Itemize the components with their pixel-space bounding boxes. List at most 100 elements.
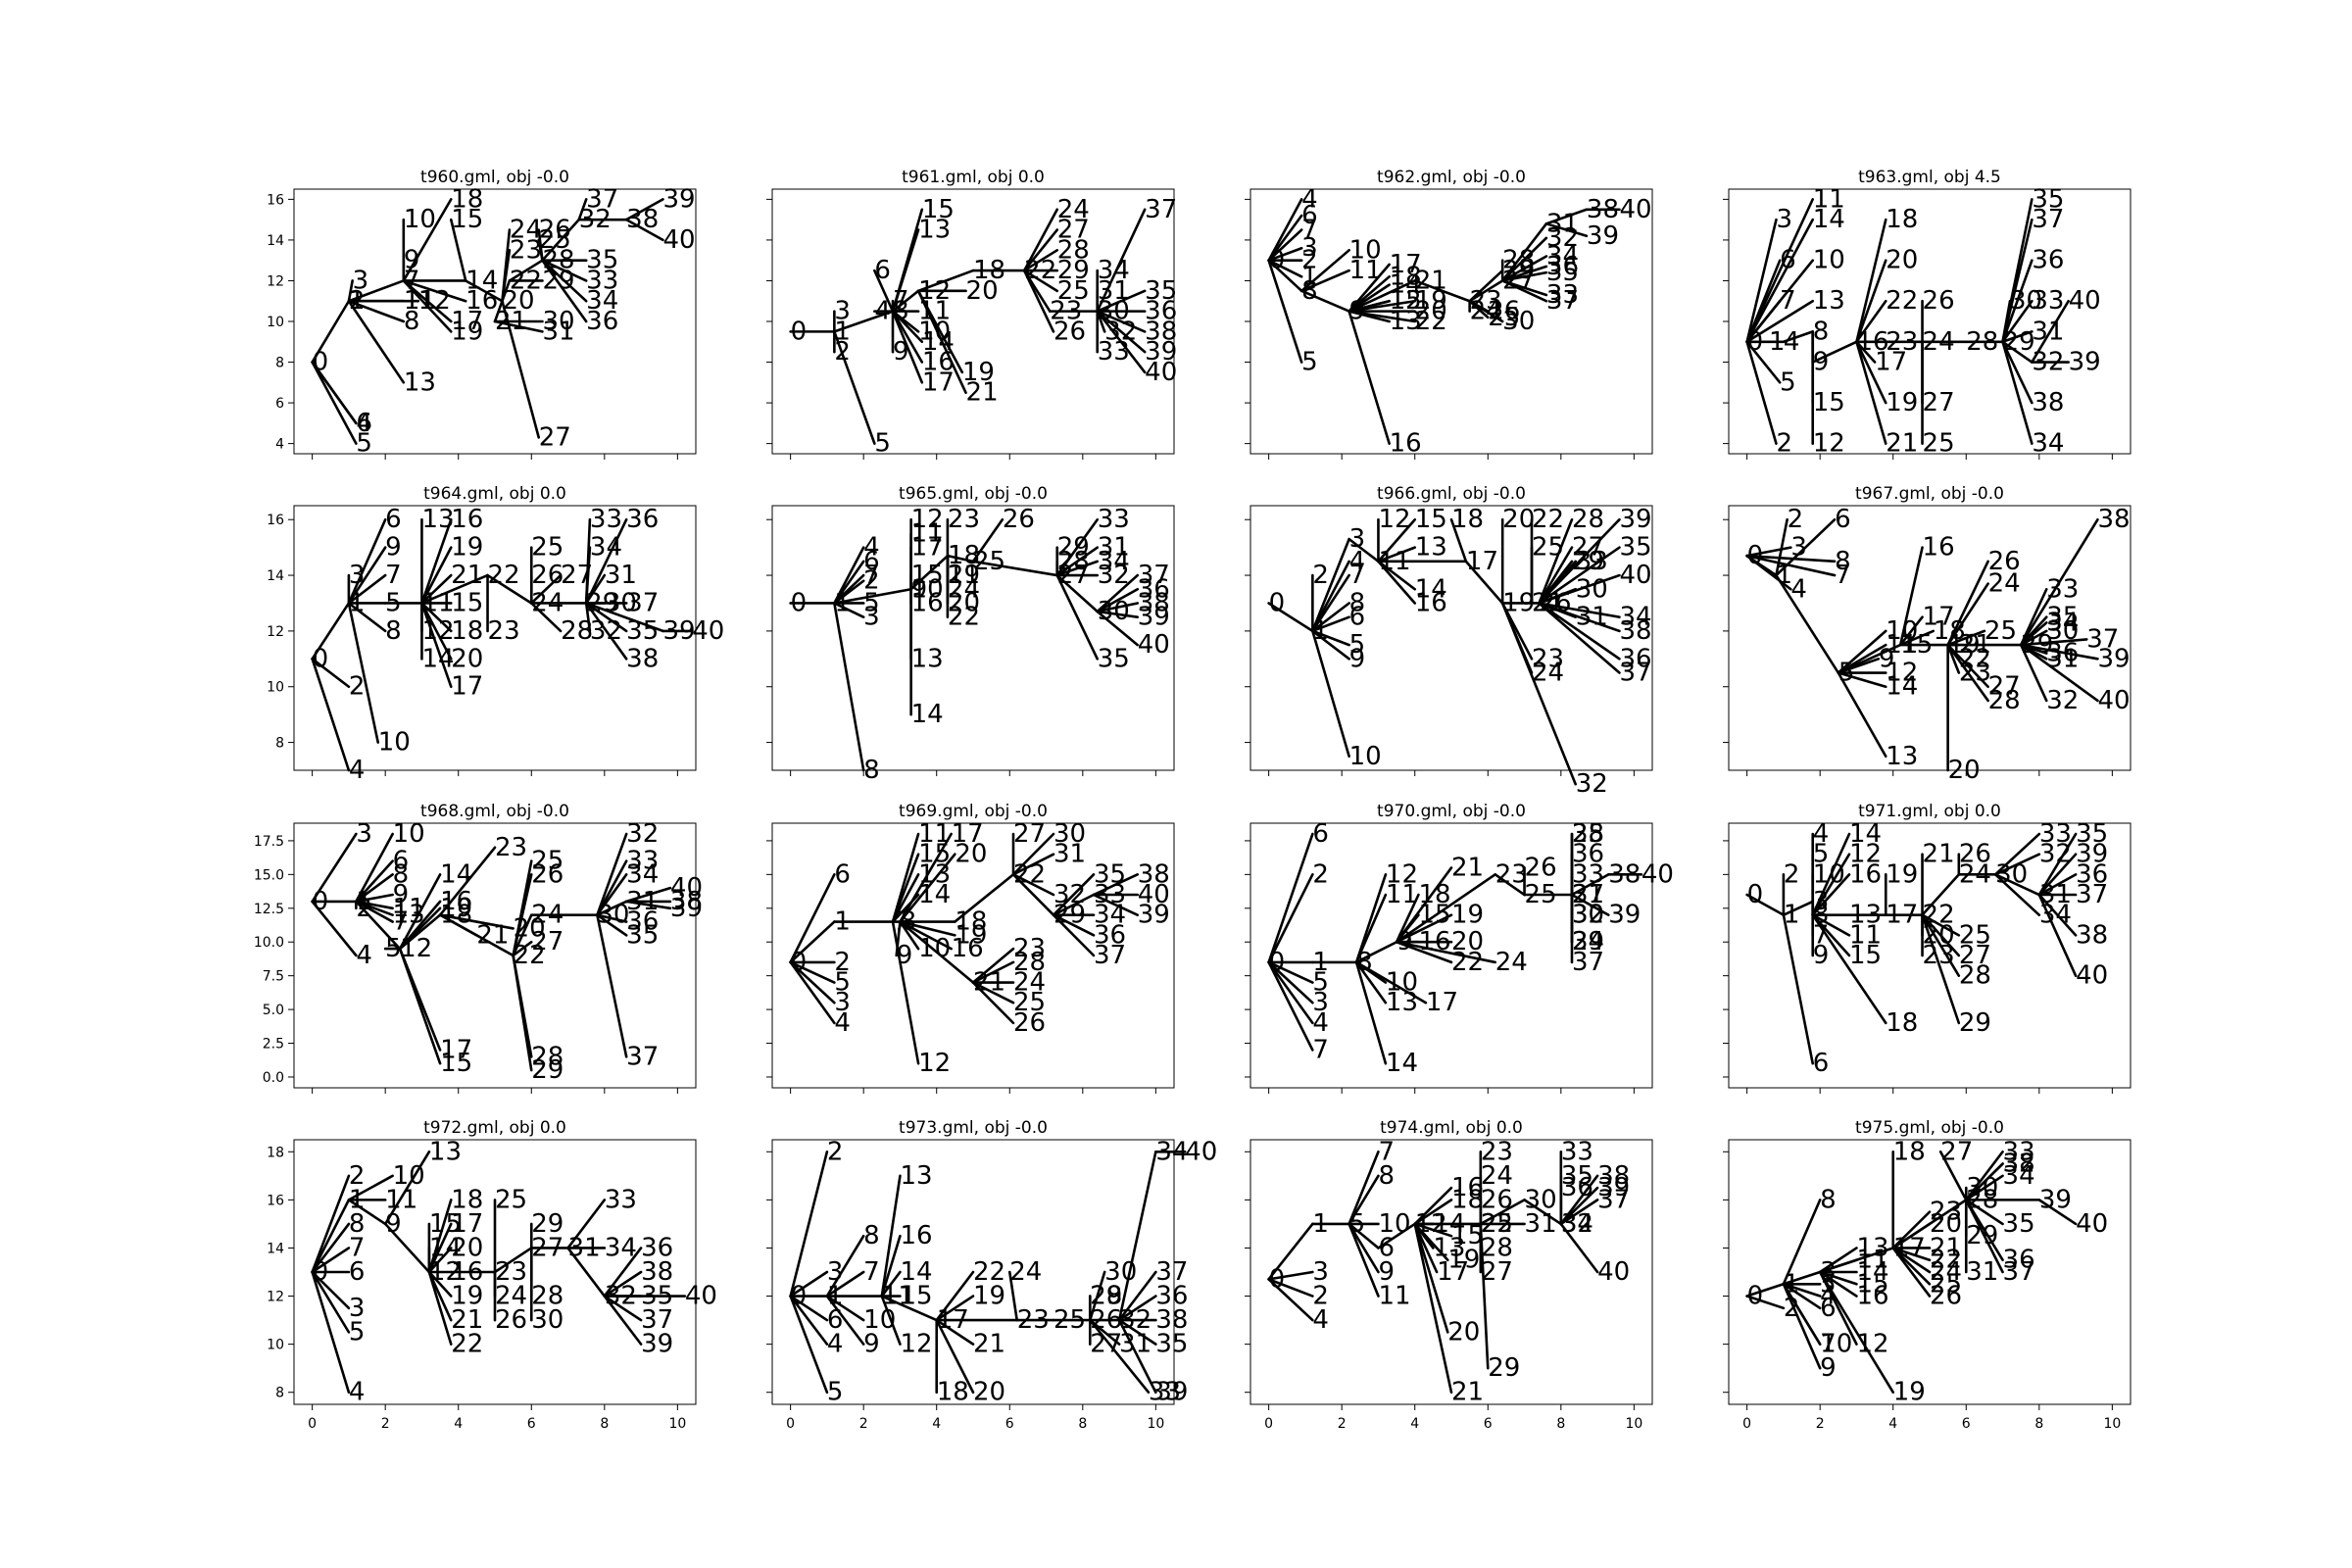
node-label: 30 bbox=[1572, 901, 1604, 930]
x-tick-label: 4 bbox=[932, 1416, 941, 1432]
node-label: 24 bbox=[531, 588, 564, 617]
tree-edge bbox=[1468, 269, 1504, 303]
tree-edge bbox=[1377, 517, 1417, 564]
node-label: 16 bbox=[466, 286, 498, 316]
tree-edge bbox=[596, 859, 628, 916]
node-label: 38 bbox=[1597, 1161, 1630, 1191]
node-label: 1 bbox=[1301, 262, 1318, 291]
node-label: 12 bbox=[1415, 1209, 1447, 1239]
node-label: 31 bbox=[1098, 533, 1130, 563]
tree-edge bbox=[1088, 1270, 1106, 1322]
x-tick-label: 0 bbox=[1264, 1416, 1273, 1432]
tree-edge bbox=[1011, 873, 1055, 897]
panel-title: t970.gml, obj -0.0 bbox=[1377, 802, 1526, 821]
node-label: 9 bbox=[385, 533, 402, 563]
tree-edge bbox=[833, 330, 876, 445]
node-label: 11 bbox=[911, 518, 944, 548]
node-label: 12 bbox=[429, 1257, 462, 1287]
tree-edge bbox=[420, 602, 453, 633]
tree-edge bbox=[355, 893, 394, 904]
node-label: 0 bbox=[1269, 948, 1286, 977]
node-label: 32 bbox=[626, 819, 659, 849]
x-tick-label: 0 bbox=[1742, 1416, 1751, 1432]
node-label: 26 bbox=[539, 216, 571, 245]
node-label: 2 bbox=[863, 566, 880, 596]
node-label: 5 bbox=[356, 429, 372, 459]
node-label: 18 bbox=[1934, 616, 1966, 646]
tree-edge bbox=[971, 960, 1015, 984]
tree-edge bbox=[909, 554, 950, 591]
tree-edge bbox=[1745, 1295, 1786, 1310]
node-label: 23 bbox=[1495, 859, 1528, 889]
tree-edge bbox=[2019, 517, 2099, 647]
tree-edge bbox=[596, 832, 628, 916]
node-label: 37 bbox=[641, 1305, 673, 1335]
node-label: 35 bbox=[1572, 819, 1604, 849]
node-label: 0 bbox=[1747, 541, 1764, 570]
tree-edge bbox=[1096, 602, 1140, 613]
node-label: 25 bbox=[1481, 1209, 1513, 1239]
node-label: 32 bbox=[1104, 317, 1137, 346]
tree-edge bbox=[1311, 537, 1350, 633]
node-label: 24 bbox=[1988, 569, 2021, 599]
node-label: 25 bbox=[1488, 303, 1520, 332]
node-label: 8 bbox=[349, 1209, 366, 1239]
node-label: 39 bbox=[662, 184, 695, 214]
node-label: 13 bbox=[1856, 1233, 1888, 1262]
node-label: 22 bbox=[1923, 901, 1955, 930]
node-label: 39 bbox=[2097, 644, 2130, 673]
node-label: 8 bbox=[1349, 588, 1366, 617]
panel-t970: t970.gml, obj -0.00 123456789101112131415… bbox=[1245, 802, 1674, 1094]
node-label: 6 bbox=[1835, 505, 1851, 534]
node-label: 11 bbox=[918, 297, 951, 326]
node-label: 11 bbox=[1378, 547, 1410, 576]
node-label: 25 bbox=[1984, 616, 2017, 646]
node-label: 11 bbox=[1349, 256, 1382, 285]
tree-edge bbox=[347, 546, 387, 605]
tree-edge bbox=[1354, 940, 1398, 964]
node-label: 18 bbox=[973, 256, 1005, 285]
tree-edge bbox=[402, 279, 453, 333]
tree-edge bbox=[1964, 1174, 2004, 1201]
tree-edge bbox=[596, 913, 628, 1058]
tree-edge bbox=[891, 310, 924, 344]
node-label: 9 bbox=[393, 880, 410, 909]
node-label: 19 bbox=[1886, 388, 1918, 417]
node-label: 38 bbox=[641, 1257, 673, 1287]
tree-edge bbox=[2037, 873, 2078, 897]
node-label: 12 bbox=[1849, 840, 1882, 869]
tree-edge bbox=[1811, 873, 1851, 916]
node-label: 7 bbox=[863, 561, 880, 590]
node-label: 34 bbox=[2003, 1161, 2035, 1191]
node-label: 21 bbox=[1923, 840, 1955, 869]
node-label: 25 bbox=[1532, 533, 1564, 563]
node-label: 27 bbox=[561, 561, 593, 590]
tree-edge bbox=[899, 853, 956, 923]
tree-edge bbox=[1377, 560, 1417, 591]
x-tick-label: 2 bbox=[1816, 1416, 1825, 1432]
node-label: 15 bbox=[900, 1282, 932, 1311]
tree-edge bbox=[1022, 269, 1059, 293]
node-label: 34 bbox=[1155, 1137, 1188, 1166]
tree-edge bbox=[833, 587, 912, 605]
node-label: 24 bbox=[1481, 1161, 1513, 1191]
tree-edge bbox=[420, 573, 489, 605]
tree-edge bbox=[347, 299, 406, 384]
node-label: 13 bbox=[1886, 742, 1918, 771]
node-label: 4 bbox=[1790, 574, 1807, 604]
node-label: 23 bbox=[1017, 1305, 1050, 1335]
node-label: 27 bbox=[1090, 1330, 1122, 1359]
node-label: 17 bbox=[1923, 603, 1955, 632]
node-label: 14 bbox=[1856, 1257, 1888, 1287]
tree-edge bbox=[1354, 960, 1388, 1004]
tree-edge bbox=[1413, 279, 1471, 303]
tree-edge bbox=[1011, 853, 1055, 876]
node-label: 32 bbox=[2003, 1150, 2035, 1179]
node-label: 0 bbox=[1747, 880, 1764, 909]
node-label: 8 bbox=[1356, 948, 1373, 977]
tree-edge bbox=[438, 913, 514, 930]
node-label: 3 bbox=[1776, 205, 1792, 234]
node-label: 35 bbox=[2032, 184, 2064, 214]
tree-edge bbox=[1837, 629, 1887, 674]
